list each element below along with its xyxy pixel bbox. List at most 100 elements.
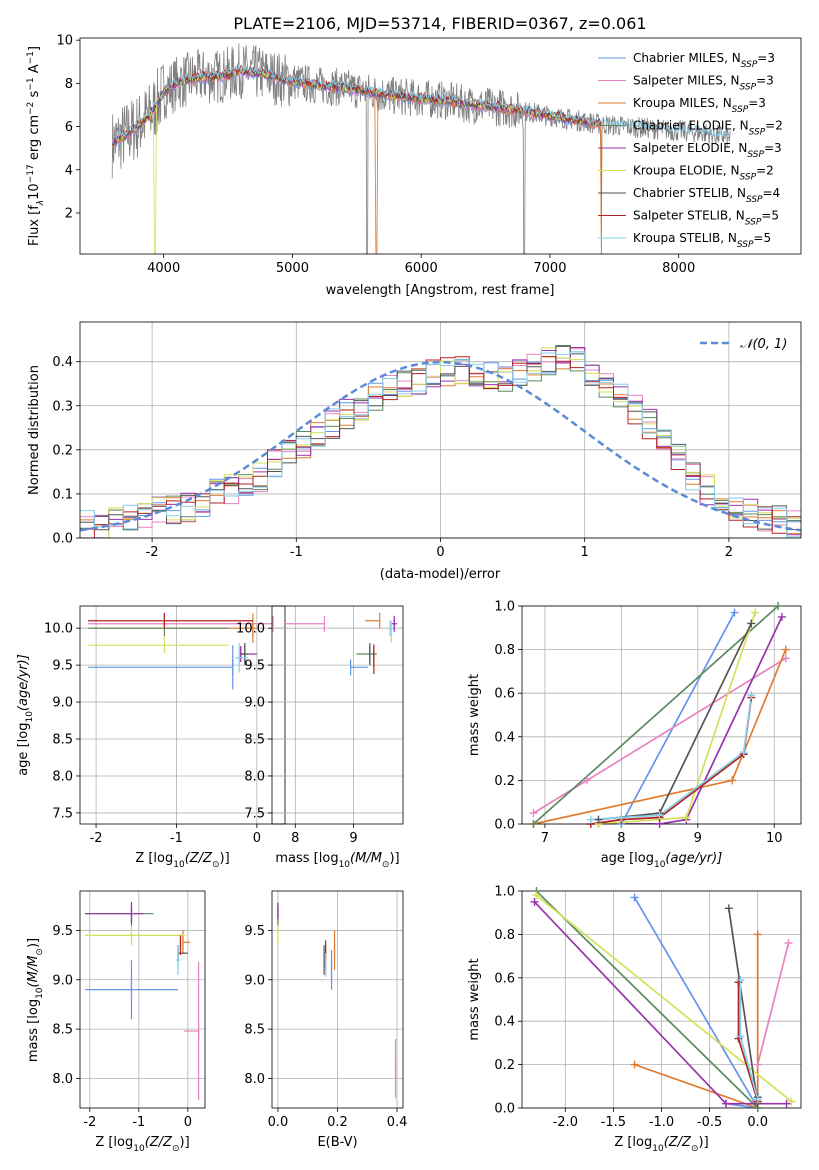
x-axis-label-part: ⊙ [212,860,220,870]
y-tick-label: 8.0 [52,769,73,784]
y-tick-label: 8.0 [52,1072,73,1087]
x-axis-label-part: 10 [133,1144,145,1154]
y-tick-label: 9.5 [52,659,73,674]
y-tick-label: 8.0 [244,769,265,784]
x-axis-label: wavelength [Angstrom, rest frame] [326,283,555,298]
y-tick-label: 0.8 [494,643,515,658]
y-axis-label-part: λ [36,200,46,206]
y-tick-label: 9.5 [52,924,73,939]
legend-entry-part: N [728,231,737,245]
weight-marker [784,939,793,948]
legend-histogram: 𝒩(0, 1) [700,337,787,352]
legend-entry-part: =5 [761,209,779,223]
weight-line-0 [633,897,759,1108]
legend-entry-part: SSP [749,128,766,138]
y-tick-label: 8.5 [244,1023,265,1038]
x-tick-label: 10 [766,831,783,846]
weight-marker [781,654,790,663]
legend-entry-part: Kroupa ELODIE, [633,164,731,178]
y-tick-label: 8.0 [244,1072,265,1087]
y-tick-label: 9.0 [52,973,73,988]
y-axis-label: Normed distribution [27,365,42,495]
legend-entry-part: Chabrier ELODIE, [633,119,740,133]
legend-entry-part: Salpeter ELODIE, [633,141,738,155]
x-axis-label-part: 10 [654,860,666,870]
y-axis-label: mass weight [467,674,482,756]
plot-area-mass_vs_ebv [277,902,397,1099]
weight-marker [782,1099,791,1108]
weight-marker [787,1097,796,1106]
x-axis-label-part: 10 [339,860,351,870]
y-tick-label: 1.0 [494,885,515,900]
weight-line-2 [634,934,759,1108]
data-spectrum [111,43,731,254]
x-tick-label: 5000 [276,261,309,276]
x-axis-label-part: )] [180,1135,190,1150]
legend-entry-part: =5 [753,231,771,245]
x-tick-label: -2 [90,831,103,846]
y-tick-label: 0.1 [52,487,73,502]
plot-area-age_vs_Z [88,612,274,690]
x-tick-label: 0.0 [747,1115,768,1130]
legend-entry-part: Chabrier STELIB, [633,186,737,200]
legend-entry-part: SSP [740,83,757,93]
weight-marker [532,891,541,900]
panel-massweight_vs_Z: -2.0 -1.5 -1.0 -0.5 0.0 0.0 0.2 0.4 0.6 0.8 1.0 Z [… [467,885,802,1154]
y-tick-label: 1.0 [494,600,515,615]
y-axis-label-part: ] [27,46,42,51]
x-tick-label: -1 [132,1115,145,1130]
y-axis-label-part: 10 [35,987,45,999]
legend-entry-part: =3 [757,51,775,65]
model-spectrum-8 [111,63,731,145]
y-axis-label-part: Flux [f [27,205,42,246]
legend-entry: Chabrier MILES, NSSP=3 [633,51,775,70]
x-axis-label-part: (age/yr)] [665,851,722,866]
plot-area-massweight_vs_Z [533,891,792,1108]
weight-line-4 [598,616,783,824]
legend-entry: Salpeter ELODIE, NSSP=3 [633,141,782,160]
x-axis-label-part: (M/M [350,851,382,866]
legend-entry-part: SSP [746,195,763,205]
y-tick-label: 0.2 [494,1058,515,1073]
y-tick-label: 4 [65,163,73,178]
x-tick-label: 7 [541,831,549,846]
x-tick-label: 0.4 [387,1115,408,1130]
x-tick-label: -0.5 [697,1115,722,1130]
weight-marker [594,815,603,824]
x-axis-label: age [log10(age/yr)] [601,851,723,870]
weight-marker [586,815,595,824]
x-tick-label: -1 [170,831,183,846]
x-tick-label: 9 [694,831,702,846]
x-tick-label: 0 [436,545,444,560]
weight-marker [751,608,760,617]
weight-marker [736,1032,745,1041]
axes-frame [79,890,206,1109]
legend-entry: Salpeter STELIB, NSSP=5 [633,209,779,228]
x-tick-label: 9 [349,831,357,846]
y-tick-label: 0.6 [494,971,515,986]
y-tick-label: 0.0 [52,532,73,547]
x-tick-label: 8000 [662,261,695,276]
legend-entry-part: N [731,164,740,178]
histogram-8 [80,351,801,538]
y-axis-label-part: ⊙ [35,948,45,956]
x-tick-label: 6000 [405,261,438,276]
y-tick-label: 6 [65,120,73,135]
x-tick-label: 8 [291,831,299,846]
legend-entry-part: Kroupa STELIB, [633,231,728,245]
weight-marker [682,813,691,822]
weight-line-1 [756,942,790,1108]
weight-marker [529,820,538,828]
weight-line-8 [590,695,753,821]
x-tick-label: 4000 [147,261,180,276]
legend-entry-part: Salpeter STELIB, [633,209,736,223]
y-axis-label-part: )] [26,938,41,948]
weight-marker [781,645,790,654]
x-axis-label-part: Z [log [135,851,173,866]
weight-line-7 [590,697,753,824]
axes-frame [79,321,802,539]
weight-marker [753,1095,762,1104]
x-axis-label-part: )] [389,851,399,866]
x-axis-label-part: )] [699,1135,709,1150]
